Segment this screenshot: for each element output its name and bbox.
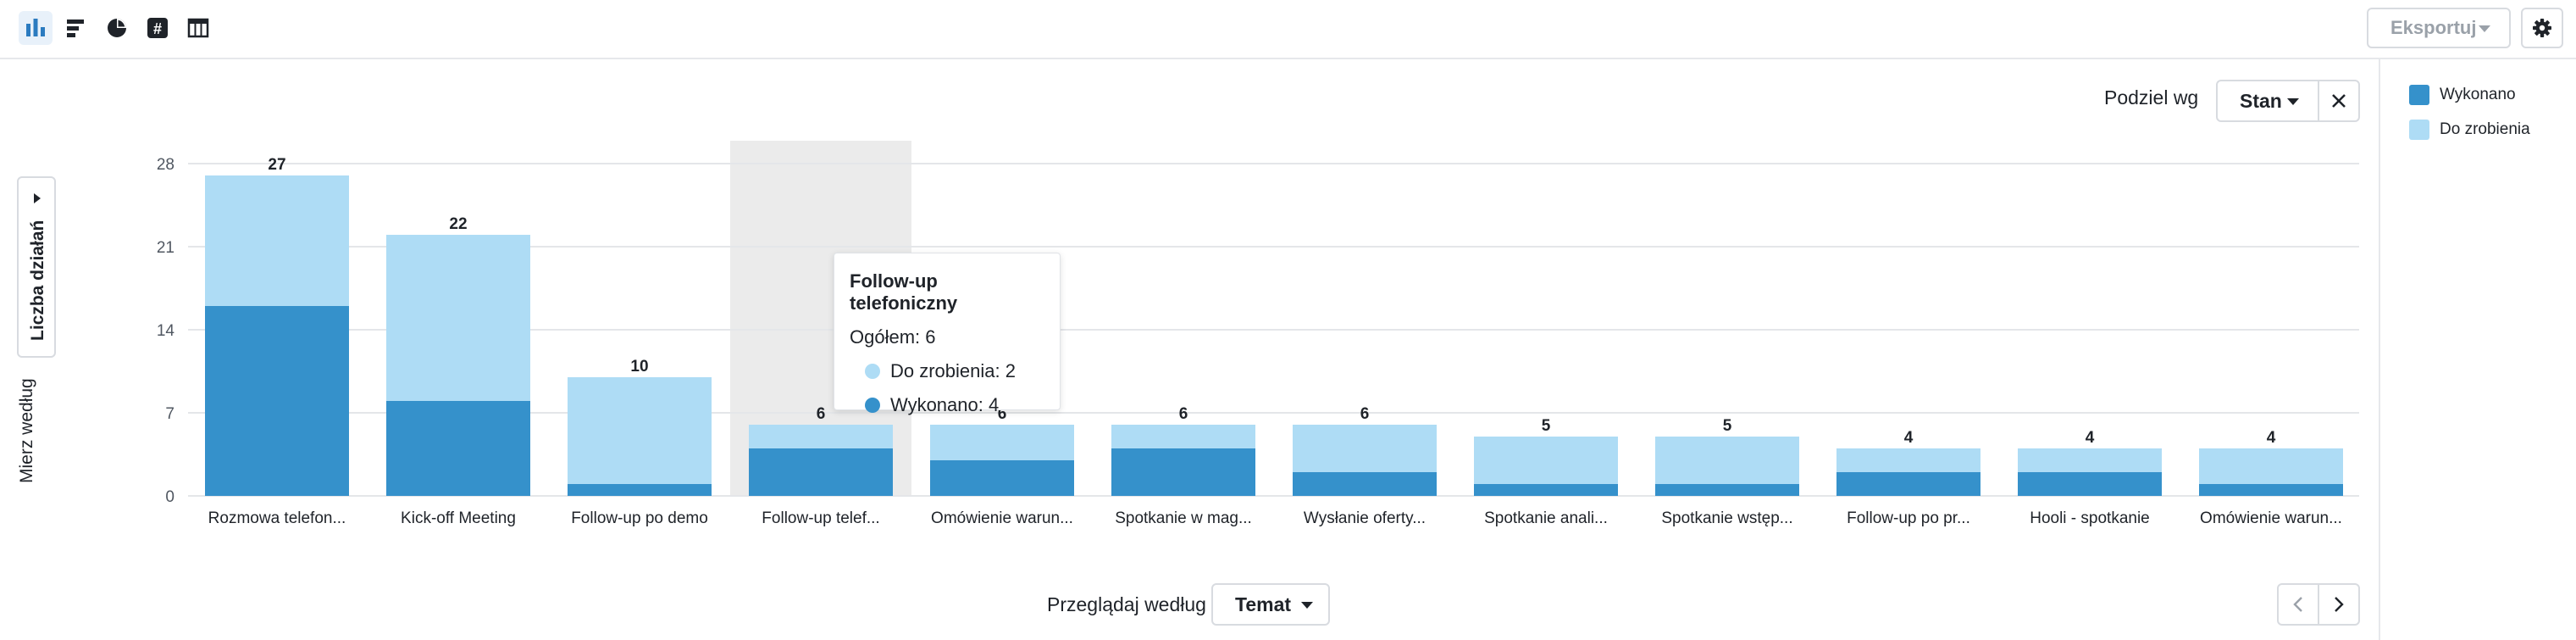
bar-total-label: 4 (1904, 429, 1914, 447)
x-category-label: Kick-off Meeting (401, 509, 516, 527)
x-category-label: Omówienie warun... (931, 509, 1073, 527)
browse-value: Temat (1235, 593, 1292, 615)
bar-segment-done[interactable] (386, 401, 530, 496)
chevron-right-icon (34, 193, 41, 203)
bar-total-label: 4 (2086, 429, 2095, 447)
tooltip-row-text: Do zrobienia: 2 (890, 360, 1016, 381)
bar-segment-done[interactable] (205, 306, 349, 496)
settings-button[interactable] (2521, 8, 2563, 48)
x-category-label: Rozmowa telefon... (208, 509, 346, 527)
bar-segment-todo[interactable] (2199, 448, 2343, 484)
x-category-label: Follow-up telef... (762, 509, 879, 527)
chevron-left-icon (2293, 597, 2302, 612)
bar-total-label: 5 (1723, 417, 1732, 435)
gear-icon (2533, 19, 2551, 37)
tooltip-dot (865, 398, 880, 413)
tooltip-row-todo: Do zrobienia: 2 (850, 360, 1044, 382)
bar-segment-todo[interactable] (1655, 437, 1799, 484)
x-category-label: Follow-up po pr... (1847, 509, 1970, 527)
bar-segment-todo[interactable] (749, 425, 893, 448)
bar-segment-todo[interactable] (568, 377, 712, 484)
tooltip-title: Follow-up telefoniczny (850, 270, 958, 314)
browse-select[interactable]: Temat (1211, 583, 1330, 626)
split-select[interactable]: Stan (2216, 80, 2319, 122)
bar-segment-done[interactable] (1655, 484, 1799, 496)
legend-label: Wykonano (2440, 86, 2516, 103)
bar-segment-done[interactable] (1293, 472, 1437, 496)
y-tick-label: 0 (165, 488, 175, 506)
x-category-label: Spotkanie anali... (1484, 509, 1608, 527)
y-tick-label: 21 (157, 239, 175, 257)
bar-segment-todo[interactable] (205, 175, 349, 306)
legend-swatch (2409, 85, 2429, 105)
bar-segment-done[interactable] (1836, 472, 1980, 496)
bar-total-label: 6 (817, 405, 826, 423)
next-page-button[interactable] (2318, 583, 2360, 626)
bar-segment-done[interactable] (568, 484, 712, 496)
previous-page-button[interactable] (2277, 583, 2319, 626)
x-category-label: Spotkanie w mag... (1115, 509, 1252, 527)
bar-total-label: 10 (630, 358, 648, 376)
x-category-label: Follow-up po demo (571, 509, 708, 527)
horizontal-bar-icon[interactable] (59, 11, 93, 45)
x-category-label: Hooli - spotkanie (2030, 509, 2150, 527)
bar-total-label: 22 (449, 215, 467, 233)
chevron-down-icon (2479, 25, 2490, 32)
y-tick-label: 7 (165, 405, 175, 423)
svg-text:#: # (153, 20, 162, 37)
bar-segment-todo[interactable] (2018, 448, 2162, 472)
bar-total-label: 4 (2267, 429, 2276, 447)
bar-segment-done[interactable] (1474, 484, 1618, 496)
bar-total-label: 5 (1542, 417, 1551, 435)
legend-item-todo[interactable]: Do zrobienia (2409, 120, 2530, 140)
number-icon[interactable]: # (141, 11, 175, 45)
bar-segment-todo[interactable] (1474, 437, 1618, 484)
browse-label: Przeglądaj według (1047, 593, 1206, 615)
tooltip-row-text: Wykonano: 4 (890, 394, 1000, 415)
bar-segment-todo[interactable] (1111, 425, 1255, 448)
x-category-label: Spotkanie wstęp... (1661, 509, 1792, 527)
measure-select[interactable]: Liczba działań (17, 176, 56, 358)
table-icon[interactable] (181, 11, 215, 45)
legend-swatch (2409, 120, 2429, 140)
split-value: Stan (2240, 89, 2282, 112)
bar-segment-todo[interactable] (930, 425, 1074, 460)
bar-total-label: 27 (268, 156, 285, 174)
tooltip-dot (865, 364, 880, 379)
bar-segment-todo[interactable] (1293, 425, 1437, 472)
export-label: Eksportuj (2390, 17, 2477, 38)
bar-segment-done[interactable] (749, 448, 893, 496)
x-category-label: Omówienie warun... (2200, 509, 2342, 527)
export-button[interactable]: Eksportuj (2367, 8, 2511, 48)
legend-panel: Wykonano Do zrobienia (2379, 59, 2576, 640)
bar-segment-done[interactable] (1111, 448, 1255, 496)
tooltip-row-done: Wykonano: 4 (850, 394, 1044, 416)
bar-segment-todo[interactable] (1836, 448, 1980, 472)
chart-tooltip: Follow-up telefoniczny Ogółem: 6 Do zrob… (834, 253, 1061, 415)
x-category-label: Wysłanie oferty... (1304, 509, 1426, 527)
bar-total-label: 6 (998, 405, 1007, 423)
chevron-right-icon (2335, 597, 2344, 612)
bar-chart-icon[interactable] (19, 11, 53, 45)
y-tick-label: 28 (157, 156, 175, 174)
toolbar: # Eksportuj (0, 0, 2576, 59)
y-tick-label: 14 (157, 322, 175, 340)
bar-total-label: 6 (1360, 405, 1370, 423)
bar-segment-todo[interactable] (386, 235, 530, 401)
bar-segment-done[interactable] (2018, 472, 2162, 496)
close-icon (2332, 94, 2346, 108)
pie-chart-icon[interactable] (100, 11, 134, 45)
chevron-down-icon (2287, 98, 2299, 105)
bar-segment-done[interactable] (2199, 484, 2343, 496)
tooltip-total: Ogółem: 6 (850, 326, 936, 348)
clear-split-button[interactable] (2318, 80, 2360, 122)
chevron-down-icon (1301, 602, 1313, 609)
split-label: Podziel wg (2104, 86, 2199, 109)
bar-segment-done[interactable] (930, 460, 1074, 496)
legend-label: Do zrobienia (2440, 120, 2530, 138)
bar-total-label: 6 (1179, 405, 1188, 423)
legend-item-done[interactable]: Wykonano (2409, 85, 2516, 105)
